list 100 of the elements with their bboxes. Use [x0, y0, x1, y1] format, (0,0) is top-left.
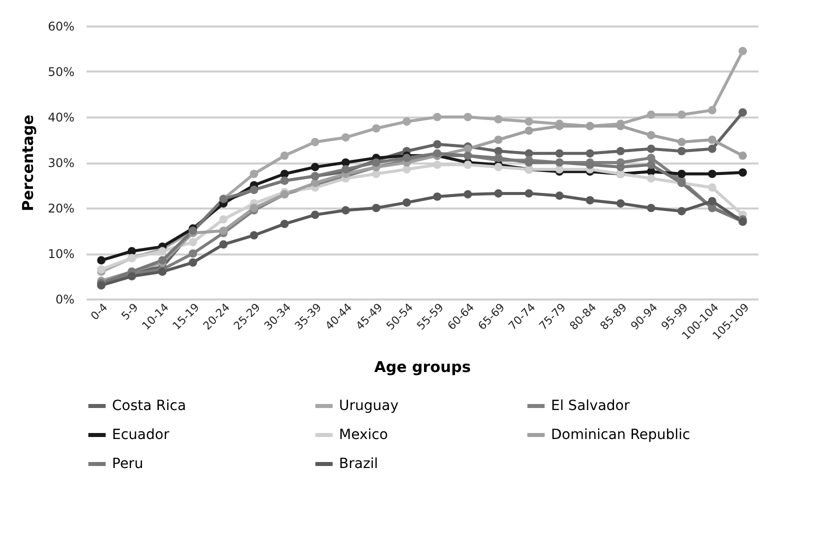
point — [555, 165, 564, 174]
point — [494, 115, 503, 124]
point — [219, 215, 228, 224]
point — [250, 231, 258, 240]
point — [586, 196, 594, 204]
point — [372, 124, 380, 133]
point — [280, 152, 289, 160]
point — [402, 165, 411, 174]
point — [402, 154, 411, 162]
point — [128, 272, 136, 280]
point — [738, 46, 747, 56]
point — [494, 162, 503, 172]
legend-label: Mexico — [339, 427, 388, 443]
point — [524, 149, 534, 158]
point — [402, 117, 411, 126]
point — [341, 133, 350, 142]
point — [372, 158, 380, 167]
point — [158, 256, 167, 264]
point — [494, 189, 503, 198]
point — [372, 170, 380, 178]
point — [341, 158, 350, 167]
legend-label: Peru — [112, 456, 144, 472]
point — [372, 204, 380, 212]
point — [555, 149, 564, 158]
point — [677, 138, 686, 146]
point — [738, 168, 747, 177]
point — [188, 249, 198, 258]
point — [188, 238, 198, 246]
y-tick-label: 20% — [48, 202, 74, 216]
point — [280, 220, 289, 228]
point — [433, 160, 442, 169]
y-axis-title: Percentage — [18, 114, 37, 212]
point — [524, 117, 534, 126]
point — [646, 204, 656, 212]
point — [555, 122, 564, 130]
point — [433, 149, 442, 158]
point — [464, 190, 472, 199]
point — [677, 146, 686, 156]
point — [586, 149, 594, 158]
point — [494, 146, 503, 156]
y-tick-label: 0% — [55, 292, 74, 306]
point — [219, 226, 228, 235]
point — [616, 146, 625, 156]
point — [433, 140, 442, 148]
legend-label: Brazil — [339, 456, 378, 472]
point — [188, 258, 198, 267]
point — [646, 174, 656, 183]
point — [708, 136, 716, 144]
point — [128, 247, 136, 256]
point — [708, 144, 716, 154]
point — [464, 112, 472, 122]
point — [494, 154, 503, 162]
point — [708, 197, 716, 206]
point — [219, 240, 228, 249]
point — [158, 268, 167, 276]
legend-label: Ecuador — [112, 427, 170, 443]
point — [310, 138, 320, 146]
point — [586, 160, 594, 169]
point — [433, 192, 442, 201]
point — [738, 108, 747, 117]
point — [494, 136, 503, 144]
point — [433, 112, 442, 122]
y-tick-label: 50% — [48, 65, 74, 79]
point — [402, 198, 411, 207]
point — [738, 152, 747, 160]
x-axis-title: Age groups — [374, 358, 471, 376]
point — [646, 110, 656, 119]
point — [97, 265, 106, 274]
point — [616, 199, 625, 208]
legend-label: El Salvador — [551, 398, 630, 414]
y-tick-label: 30% — [48, 156, 74, 170]
y-tick-label: 60% — [48, 20, 74, 34]
point — [250, 170, 258, 178]
point — [341, 206, 350, 214]
point — [341, 165, 350, 174]
point — [677, 110, 686, 119]
point — [646, 160, 656, 169]
point — [524, 126, 534, 135]
point — [646, 131, 656, 140]
point — [677, 207, 686, 216]
legend-label: Dominican Republic — [551, 427, 690, 443]
point — [708, 183, 716, 192]
point — [524, 189, 534, 198]
point — [708, 106, 716, 114]
legend-label: Costa Rica — [112, 398, 186, 414]
legend-label: Uruguay — [339, 398, 398, 414]
x-tick-label: 5-9 — [118, 300, 141, 323]
point — [677, 170, 686, 178]
point — [708, 170, 716, 178]
y-tick-label: 10% — [48, 247, 74, 261]
y-tick-label: 40% — [48, 110, 74, 124]
x-tick-label: 0-4 — [88, 300, 110, 323]
point — [555, 192, 564, 200]
point — [310, 210, 320, 219]
point — [310, 162, 320, 172]
point — [616, 122, 625, 130]
point — [616, 162, 625, 172]
point — [524, 158, 534, 167]
point — [97, 256, 106, 264]
point — [464, 160, 472, 169]
